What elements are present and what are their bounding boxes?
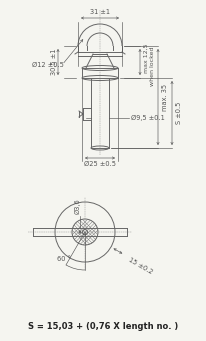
Text: when locked: when locked [150, 46, 155, 86]
Text: Ø9,5 ±0.1: Ø9,5 ±0.1 [131, 115, 165, 121]
Text: 15 ±0.2: 15 ±0.2 [128, 257, 154, 276]
Text: 60 °: 60 ° [57, 256, 71, 262]
Text: max. 35: max. 35 [162, 84, 168, 110]
Text: 31 ±1: 31 ±1 [90, 9, 110, 15]
Text: S = 15,03 + (0,76 X length no. ): S = 15,03 + (0,76 X length no. ) [28, 322, 178, 331]
Text: 30,5 ±1: 30,5 ±1 [51, 49, 57, 75]
Text: Ø25 ±0.5: Ø25 ±0.5 [84, 161, 116, 167]
Text: Ø12 ±0.5: Ø12 ±0.5 [32, 62, 64, 68]
Text: Ø3,6: Ø3,6 [75, 198, 81, 214]
Text: S ±0.5: S ±0.5 [176, 102, 182, 124]
Text: max 12,5: max 12,5 [144, 43, 149, 73]
